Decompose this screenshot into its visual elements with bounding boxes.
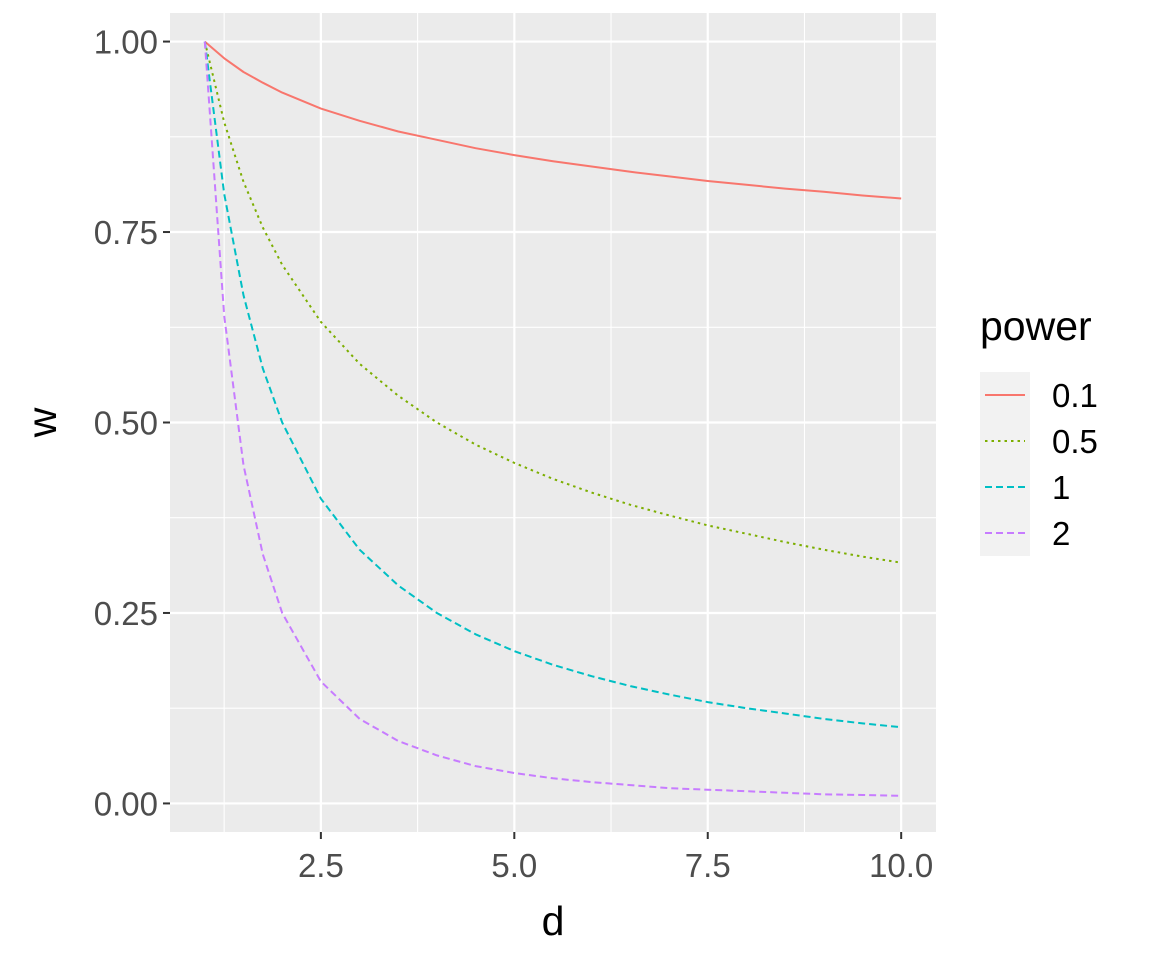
series-line-1 [203,41,902,729]
y-tick-label: 0.25 [94,595,158,632]
y-axis-title: w [19,407,65,438]
y-tick-label: 1.00 [94,24,158,61]
y-tick-label: 0.50 [94,405,158,442]
series-lines [203,40,902,797]
y-axis: 0.00 0.25 0.50 0.75 1.00 [94,24,170,822]
legend-key-background [980,372,1030,556]
series-line-0-1 [204,40,902,200]
x-tick-label: 2.5 [298,847,344,884]
legend-title: power [980,303,1092,349]
legend-label-0-1: 0.1 [1052,377,1098,414]
legend-label-0-5: 0.5 [1052,423,1098,460]
x-axis-title: d [542,898,565,944]
series-line-2 [203,41,902,797]
legend-label-1: 1 [1052,469,1070,506]
legend-label-2: 2 [1052,515,1070,552]
y-tick-label: 0.00 [94,785,158,822]
x-tick-label: 5.0 [491,847,537,884]
x-axis: 2.5 5.0 7.5 10.0 [298,832,933,884]
major-gridlines [170,13,936,832]
x-tick-label: 10.0 [869,847,933,884]
legend-items: 0.1 0.5 1 2 [985,377,1098,552]
x-tick-label: 7.5 [685,847,731,884]
y-tick-label: 0.75 [94,214,158,251]
series-line-0-5 [203,41,902,564]
legend: power 0.1 0.5 1 2 [980,303,1098,556]
